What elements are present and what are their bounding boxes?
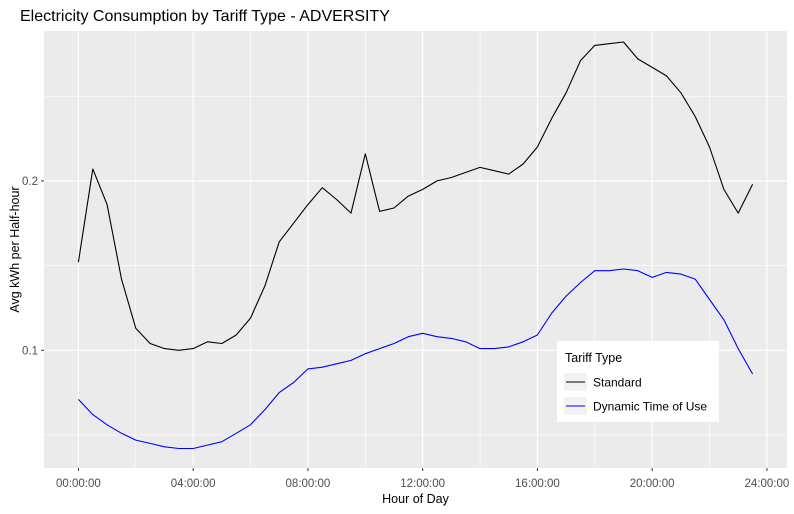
axis-ticks bbox=[41, 180, 768, 471]
x-axis-title: Hour of Day bbox=[382, 492, 449, 506]
minor-gridlines bbox=[44, 31, 787, 468]
x-tick-label: 20:00:00 bbox=[630, 478, 675, 490]
x-tick-label: 12:00:00 bbox=[400, 478, 445, 490]
x-tick-label: 04:00:00 bbox=[171, 478, 216, 490]
x-axis-tick-labels: 00:00:00 04:00:00 08:00:00 12:00:00 16:00:00… bbox=[56, 478, 789, 490]
legend-label-dynamic-time-of-use: Dynamic Time of Use bbox=[593, 400, 707, 414]
legend: Tariff Type Standard Dynamic Time of Use bbox=[557, 341, 719, 422]
legend-title: Tariff Type bbox=[565, 351, 622, 365]
chart-title: Electricity Consumption by Tariff Type -… bbox=[20, 8, 390, 25]
y-axis-title: Avg kWh per Half-hour bbox=[8, 186, 22, 312]
major-gridlines bbox=[44, 31, 787, 468]
series-line-standard bbox=[77, 41, 754, 351]
y-tick-label: 0.1 bbox=[22, 345, 38, 357]
x-tick-label: 24:00:00 bbox=[745, 478, 790, 490]
legend-label-standard: Standard bbox=[593, 376, 642, 390]
series-line-dynamic-time-of-use bbox=[78, 268, 754, 450]
series-lines bbox=[77, 41, 754, 450]
x-tick-label: 00:00:00 bbox=[56, 478, 101, 490]
x-tick-label: 16:00:00 bbox=[515, 478, 560, 490]
x-tick-label: 08:00:00 bbox=[286, 478, 331, 490]
y-tick-label: 0.2 bbox=[22, 176, 38, 188]
y-axis-tick-labels: 0.1 0.2 bbox=[22, 176, 38, 357]
